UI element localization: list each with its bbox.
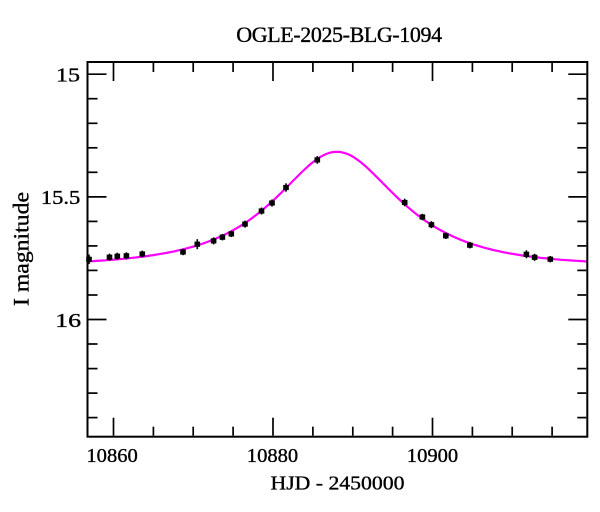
svg-text:OGLE-2025-BLG-1094: OGLE-2025-BLG-1094 — [236, 22, 442, 47]
svg-text:16: 16 — [55, 310, 81, 332]
svg-text:10880: 10880 — [247, 445, 298, 467]
svg-text:15.5: 15.5 — [41, 187, 81, 209]
svg-text:I magnitude: I magnitude — [9, 192, 34, 306]
svg-text:15: 15 — [56, 65, 80, 87]
svg-text:HJD - 2450000: HJD - 2450000 — [271, 473, 405, 495]
svg-text:10900: 10900 — [407, 445, 458, 467]
svg-text:10860: 10860 — [86, 445, 137, 467]
